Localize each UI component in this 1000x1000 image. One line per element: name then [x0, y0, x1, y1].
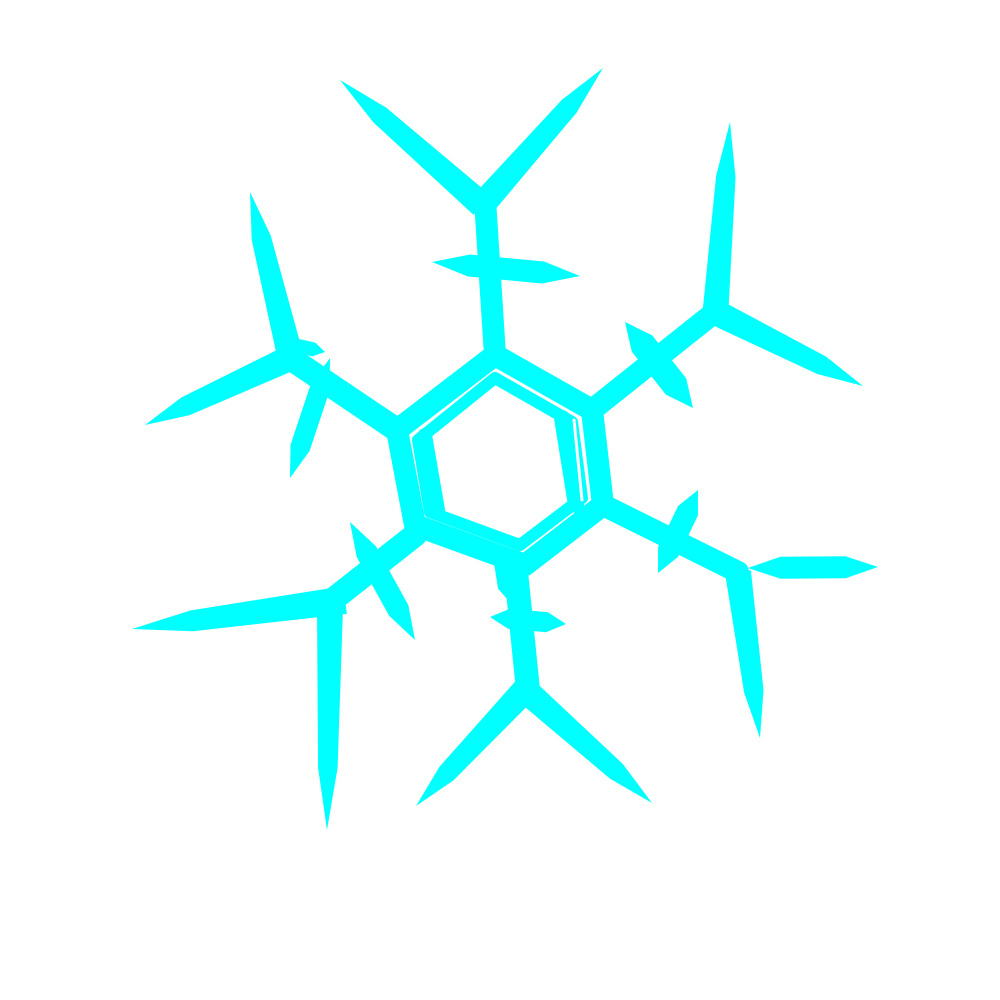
arm-upper-left-crossbar — [290, 358, 330, 478]
arm-lower-right-crossbar-inner — [658, 490, 698, 573]
arm-lower-left-branch-down — [317, 607, 343, 830]
arm-upper-right-branch-right — [709, 300, 863, 386]
arm-lower-left-branch-left — [132, 586, 347, 632]
arm-lower-right-crossbar-outer — [748, 556, 878, 579]
arm-bottom-branch-right — [516, 680, 652, 803]
arm-top-branch-right — [472, 68, 603, 214]
arm-upper-right-branch-up — [702, 122, 736, 319]
hexagon-right-accent — [554, 410, 584, 513]
arm-upper-left-branch-left — [145, 346, 296, 425]
arm-lower-left-crossbar — [350, 522, 415, 640]
hexagon-left-accent — [418, 428, 445, 517]
snowflake — [132, 68, 878, 830]
arm-bottom-crossbar — [490, 608, 566, 633]
arm-bottom-branch-left — [416, 681, 535, 806]
arm-top-branch-left — [340, 80, 491, 215]
arm-top-crossbar — [432, 254, 580, 284]
arm-upper-left-branch-up — [250, 192, 303, 359]
arm-upper-left-spur — [280, 337, 325, 357]
hexagon-highlight — [572, 418, 584, 502]
arm-bottom-spur — [494, 550, 514, 600]
hexagon-inner — [412, 372, 588, 551]
arm-upper-right-crossbar — [625, 322, 693, 408]
arm-upper-left-stem — [278, 346, 409, 442]
arm-lower-right-branch-down — [725, 570, 764, 738]
